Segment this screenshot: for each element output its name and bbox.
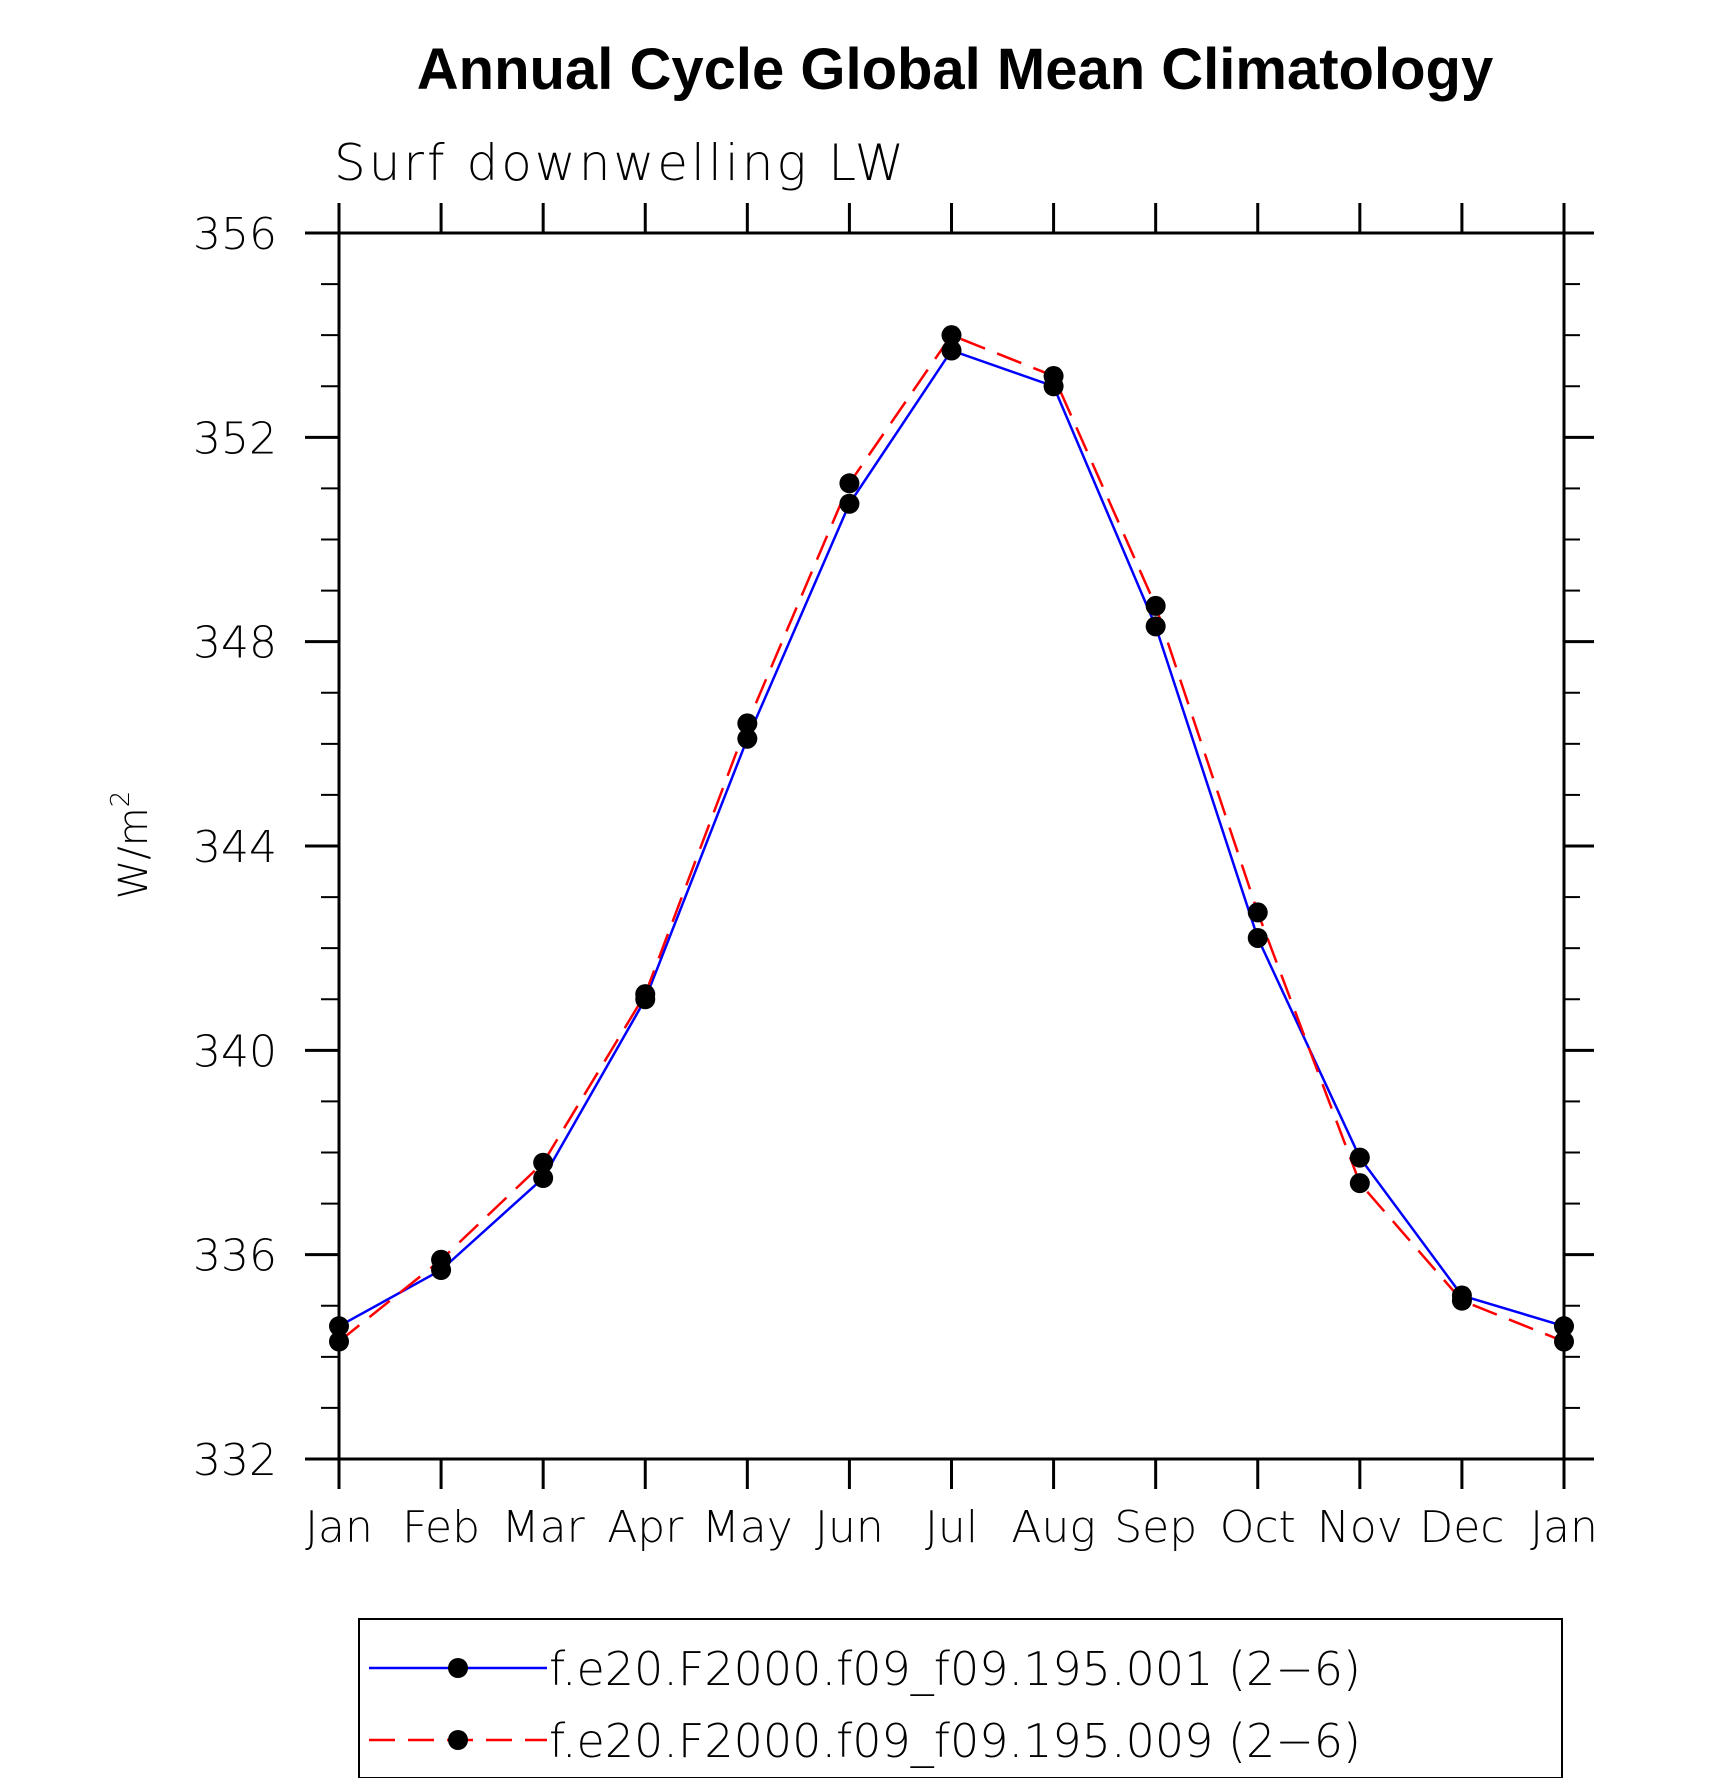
chart-title: Annual Cycle Global Mean Climatology <box>417 37 1493 102</box>
series-1-point <box>329 1316 349 1337</box>
y-axis-label: W/m2 <box>106 791 157 900</box>
legend-marker-1 <box>448 1658 468 1678</box>
x-tick-label: Dec <box>1419 1502 1504 1553</box>
x-tick-label: Aug <box>1011 1502 1095 1553</box>
y-tick-label: 336 <box>193 1231 277 1282</box>
y-tick-label: 340 <box>193 1026 277 1077</box>
series-2-point <box>635 984 656 1005</box>
series-2-point <box>1554 1331 1574 1352</box>
series-2-point <box>737 713 758 734</box>
y-tick-label: 352 <box>193 413 277 464</box>
chart-subtitle: Surf downwelling LW <box>334 134 907 192</box>
series-1-point <box>1247 927 1268 948</box>
series-2-point <box>839 473 860 494</box>
series-layer <box>338 333 1565 1343</box>
legend-marker-2 <box>448 1730 468 1750</box>
series-1-point <box>1554 1316 1574 1337</box>
axes: Jan Feb Mar Apr May Jun Jul Aug Sep Oct Nov Dec Jan 3… <box>193 203 1598 1553</box>
y-tick-label: 332 <box>193 1435 277 1486</box>
series-line-1 <box>338 348 1565 1328</box>
legend-label-2: f.e20.F2000.f09_f09.195.009 (2−6) <box>549 1714 1361 1768</box>
series-2-point <box>1349 1173 1370 1194</box>
series-2-point <box>1043 366 1064 387</box>
series-line-2 <box>338 333 1565 1343</box>
series-1-point <box>737 728 758 749</box>
x-tick-label: Oct <box>1220 1502 1296 1553</box>
series-1-point <box>1145 616 1166 637</box>
x-tick-label: May <box>702 1502 793 1553</box>
x-tick-label: Nov <box>1317 1502 1403 1553</box>
x-tick-label: Mar <box>502 1502 586 1553</box>
y-tick-label: 348 <box>193 618 277 669</box>
series-2-point <box>533 1152 554 1173</box>
series-2-point <box>941 325 962 346</box>
y-tick-label: 356 <box>193 209 277 260</box>
series-1-point <box>839 493 860 514</box>
series-2-point <box>1451 1290 1472 1311</box>
markers-layer <box>329 325 1574 1352</box>
series-2-point <box>1247 902 1268 923</box>
x-tick-label: Jan <box>1530 1502 1598 1553</box>
x-tick-label: Apr <box>607 1502 684 1553</box>
x-tick-label: Jun <box>815 1502 884 1553</box>
series-2-point <box>329 1331 349 1352</box>
series-1-point <box>941 340 962 361</box>
x-tick-label: Jul <box>925 1502 978 1553</box>
legend-label-1: f.e20.F2000.f09_f09.195.001 (2−6) <box>549 1642 1361 1696</box>
x-tick-label: Jan <box>305 1502 373 1553</box>
series-2-point <box>431 1249 452 1270</box>
series-1-point <box>533 1168 554 1189</box>
legend: f.e20.F2000.f09_f09.195.001 (2−6) f.e20.F… <box>358 1618 1563 1778</box>
series-2-point <box>1145 595 1166 616</box>
plot-frame <box>337 231 1566 1461</box>
series-1-point <box>1349 1147 1370 1168</box>
x-tick-label: Feb <box>402 1502 480 1553</box>
legend-box <box>358 1618 1563 1778</box>
y-tick-label: 344 <box>193 822 277 873</box>
x-tick-label: Sep <box>1114 1502 1197 1553</box>
